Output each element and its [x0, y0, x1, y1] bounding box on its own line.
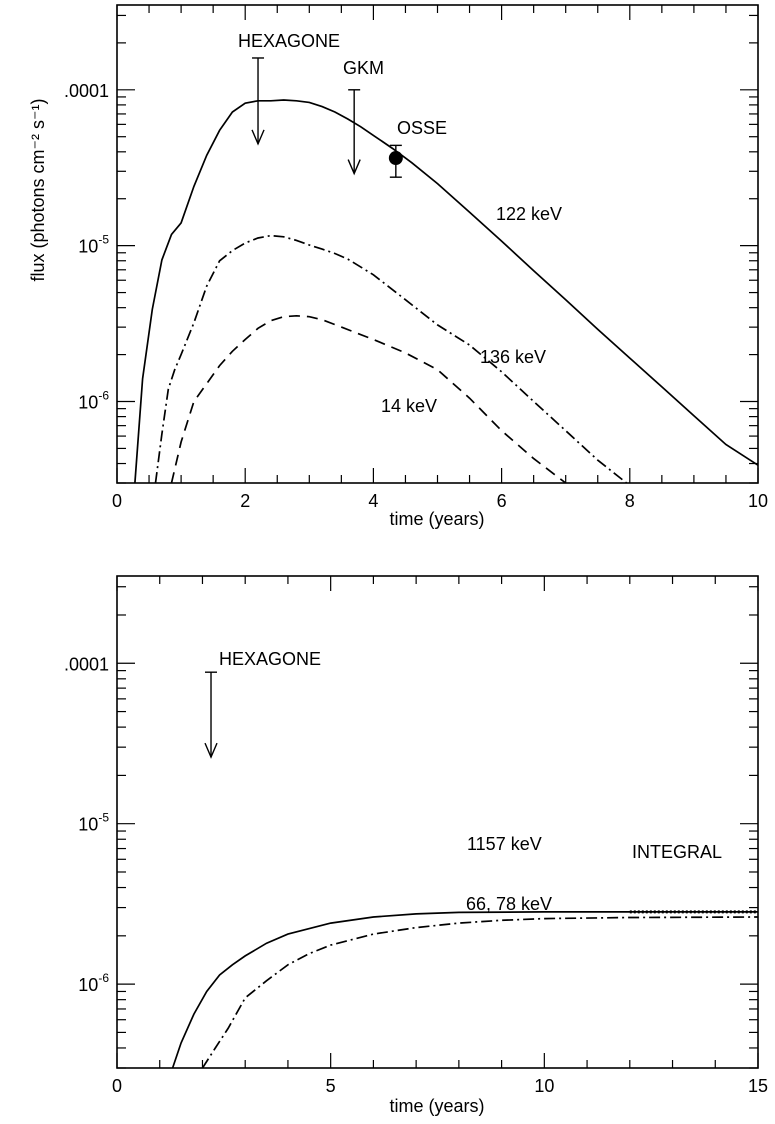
- top-panel: .0001 10-5 10-6 0 2 4 6 8 10 time (years…: [28, 4, 768, 529]
- bottom-x-tick-labels: 0 5 10 15: [112, 1076, 768, 1096]
- top-y-tick-label-1e-5: 10-5: [78, 233, 109, 257]
- top-annotations: [251, 57, 403, 178]
- series-line-1157-kev: [171, 911, 758, 1069]
- gkm-label: GKM: [343, 58, 384, 78]
- osse-data-point: [388, 151, 403, 166]
- hexagone-arrowhead-icon: [204, 742, 218, 759]
- series-line-122-kev: [134, 99, 759, 484]
- gkm-arrowhead-icon: [347, 159, 361, 176]
- bottom-x-tick-label: 0: [112, 1076, 122, 1096]
- series-label-136-kev: 136 keV: [480, 347, 546, 367]
- top-x-tick-label: 0: [112, 491, 122, 511]
- bottom-x-tick-label: 5: [326, 1076, 336, 1096]
- bottom-plot-frame: [116, 575, 759, 1069]
- top-y-tick-labels: .0001 10-5 10-6: [64, 81, 109, 413]
- hexagone-label-bottom: HEXAGONE: [219, 649, 321, 669]
- top-x-tick-labels: 0 2 4 6 8 10: [112, 491, 768, 511]
- bottom-panel: .0001 10-5 10-6 0 5 10 15 time (years) 1…: [64, 575, 768, 1116]
- bottom-y-tick-label-1e-5: 10-5: [78, 811, 109, 835]
- hexagone-label-top: HEXAGONE: [238, 31, 340, 51]
- top-y-tick-label-0001: .0001: [64, 81, 109, 101]
- top-y-tick-label-1e-6: 10-6: [78, 389, 109, 413]
- top-plot-frame: [116, 4, 759, 484]
- top-y-axis-label: flux (photons cm⁻² s⁻¹): [28, 98, 48, 281]
- bottom-y-tick-labels: .0001 10-5 10-6: [64, 654, 109, 995]
- top-curves: [134, 99, 759, 484]
- series-label-1157-kev: 1157 keV: [467, 834, 542, 854]
- top-x-tick-label: 6: [497, 491, 507, 511]
- series-label-14-kev: 14 keV: [381, 396, 437, 416]
- osse-label: OSSE: [397, 118, 447, 138]
- top-x-axis-label: time (years): [389, 509, 484, 529]
- bottom-ticks: [116, 576, 759, 1069]
- series-label-122-kev: 122 keV: [496, 204, 562, 224]
- top-x-tick-label: 4: [368, 491, 378, 511]
- bottom-curves: [171, 911, 759, 1069]
- series-line-66-78-kev: [201, 916, 759, 1069]
- bottom-x-tick-label: 15: [748, 1076, 768, 1096]
- bottom-y-tick-label-1e-6: 10-6: [78, 971, 109, 995]
- bottom-x-tick-label: 10: [534, 1076, 554, 1096]
- integral-label: INTEGRAL: [632, 842, 722, 862]
- top-x-tick-label: 2: [240, 491, 250, 511]
- bottom-y-tick-label-0001: .0001: [64, 654, 109, 674]
- top-x-tick-label: 8: [625, 491, 635, 511]
- series-line-136-kev: [154, 234, 628, 484]
- top-x-tick-label: 10: [748, 491, 768, 511]
- bottom-annotations: [204, 671, 758, 914]
- series-line-14-kev: [170, 314, 567, 484]
- top-ticks: [116, 5, 759, 484]
- bottom-x-axis-label: time (years): [389, 1096, 484, 1116]
- series-label-66-78-kev: 66, 78 keV: [466, 894, 552, 914]
- hexagone-arrowhead-icon: [251, 129, 265, 146]
